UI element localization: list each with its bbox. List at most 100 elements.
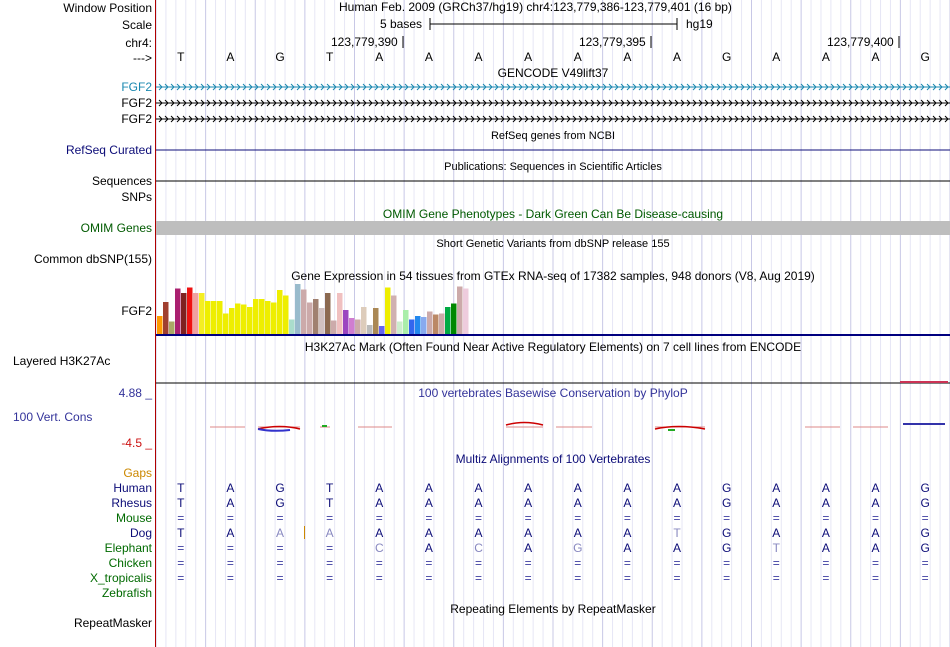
species-label[interactable]: Zebrafish [101,586,152,600]
omim-genes-label[interactable]: OMIM Genes [80,221,152,235]
sequence-base: A [821,50,830,64]
multiz-track-title[interactable]: Multiz Alignments of 100 Vertebrates [455,452,651,466]
species-label[interactable]: Chicken [108,556,152,570]
strand-chevrons [158,99,949,107]
gtex-tissue-bar [157,316,163,334]
gtex-tissue-bar [163,302,169,334]
alignment-base: A [524,481,533,495]
gtex-tissue-bar [343,310,349,334]
publications-track-title[interactable]: Publications: Sequences in Scientific Ar… [444,161,662,173]
assembly-position-text[interactable]: Human Feb. 2009 (GRCh37/hg19) chr4:123,7… [339,0,732,14]
alignment-base: = [276,541,284,555]
refseq-track-title[interactable]: RefSeq genes from NCBI [490,130,616,142]
alignment-base: = [623,511,631,525]
h3k27ac-track-title[interactable]: H3K27Ac Mark (Often Found Near Active Re… [304,340,802,354]
alignment-base: T [326,496,334,510]
species-label[interactable]: X_tropicalis [89,571,152,585]
scale-label: Scale [121,18,152,32]
alignment-base: = [475,511,483,525]
species-label[interactable]: Dog [129,526,152,540]
sequence-base: A [424,50,433,64]
alignment-base: = [921,511,929,525]
alignment-base: = [574,511,582,525]
alignment-base: = [226,511,234,525]
gaps-label[interactable]: Gaps [123,466,152,480]
gtex-tissue-bar [283,295,289,334]
repeatmasker-label[interactable]: RepeatMasker [73,616,152,630]
species-label[interactable]: Human [113,481,152,495]
vert-cons-label[interactable]: 100 Vert. Cons [13,410,93,424]
gtex-tissue-bar [361,307,367,334]
alignment-base: A [424,481,433,495]
alignment-base: = [673,571,681,585]
alignment-base: = [375,556,383,570]
alignment-base: = [177,556,185,570]
gtex-tissue-bar [301,289,307,334]
alignment-base: T [177,526,185,540]
alignment-base: A [871,496,880,510]
alignment-base: A [474,526,483,540]
gtex-tissue-bar [193,293,199,334]
alignment-base: A [573,481,582,495]
dbsnp-track-title[interactable]: Short Genetic Variants from dbSNP releas… [436,238,670,250]
omim-track-title[interactable]: OMIM Gene Phenotypes - Dark Green Can Be… [382,207,724,221]
gtex-tissue-bar [259,299,265,334]
gtex-tissue-bar [199,293,205,334]
species-label[interactable]: Elephant [104,541,152,555]
common-dbsnp-label[interactable]: Common dbSNP(155) [33,252,152,266]
sequence-base: A [623,50,632,64]
refseq-curated-label[interactable]: RefSeq Curated [65,143,152,157]
alignment-base: T [326,481,334,495]
alignment-base: C [374,541,384,555]
alignment-base: = [475,556,483,570]
alignment-base: A [871,541,880,555]
sequence-base: A [673,50,682,64]
gene-label-fgf2[interactable]: FGF2 [121,112,152,126]
alignment-base: A [375,496,384,510]
gtex-tissue-bar [265,301,271,334]
alignment-base: A [821,496,830,510]
alignment-base: = [326,571,334,585]
gtex-tissue-bar [175,288,181,334]
sequence-base: G [722,50,732,64]
species-label[interactable]: Rhesus [111,496,152,510]
strand-direction-label: ---> [133,51,152,65]
alignment-base: A [474,496,483,510]
gtex-tissue-bar [181,293,187,334]
gene-label-fgf2[interactable]: FGF2 [121,96,152,110]
alignment-base: = [177,571,185,585]
gtex-gene-label[interactable]: FGF2 [121,304,152,318]
alignment-base: = [226,541,234,555]
gtex-tissue-bar [355,319,361,334]
gtex-tissue-bar [295,284,301,334]
gtex-tissue-bar [205,301,211,334]
alignment-base: = [177,511,185,525]
alignment-base: = [425,571,433,585]
alignment-base: = [723,511,731,525]
repeatmasker-track-title[interactable]: Repeating Elements by RepeatMasker [450,602,656,616]
strand-chevrons [158,83,949,91]
alignment-base: G [275,481,285,495]
sequences-label[interactable]: Sequences [91,174,152,188]
gtex-track-title[interactable]: Gene Expression in 54 tissues from GTEx … [291,269,815,283]
snps-label[interactable]: SNPs [121,190,152,204]
species-label[interactable]: Mouse [115,511,152,525]
alignment-base: = [226,571,234,585]
alignment-base: A [226,496,235,510]
gene-label-fgf2[interactable]: FGF2 [121,80,152,94]
phylop-track-title[interactable]: 100 vertebrates Basewise Conservation by… [418,386,688,400]
alignment-base: A [226,526,235,540]
alignment-base: A [871,526,880,540]
alignment-base: A [821,481,830,495]
alignment-base: = [822,571,830,585]
alignment-base: A [623,526,632,540]
gtex-tissue-bar [277,290,283,334]
gtex-tissue-bar [253,299,259,334]
sequence-base: A [871,50,880,64]
layered-h3k27ac-label[interactable]: Layered H3K27Ac [13,354,111,368]
gencode-track-title[interactable]: GENCODE V49lift37 [497,66,609,80]
alignment-base: T [177,496,185,510]
alignment-base: G [920,481,930,495]
gtex-tissue-bar [271,302,277,334]
